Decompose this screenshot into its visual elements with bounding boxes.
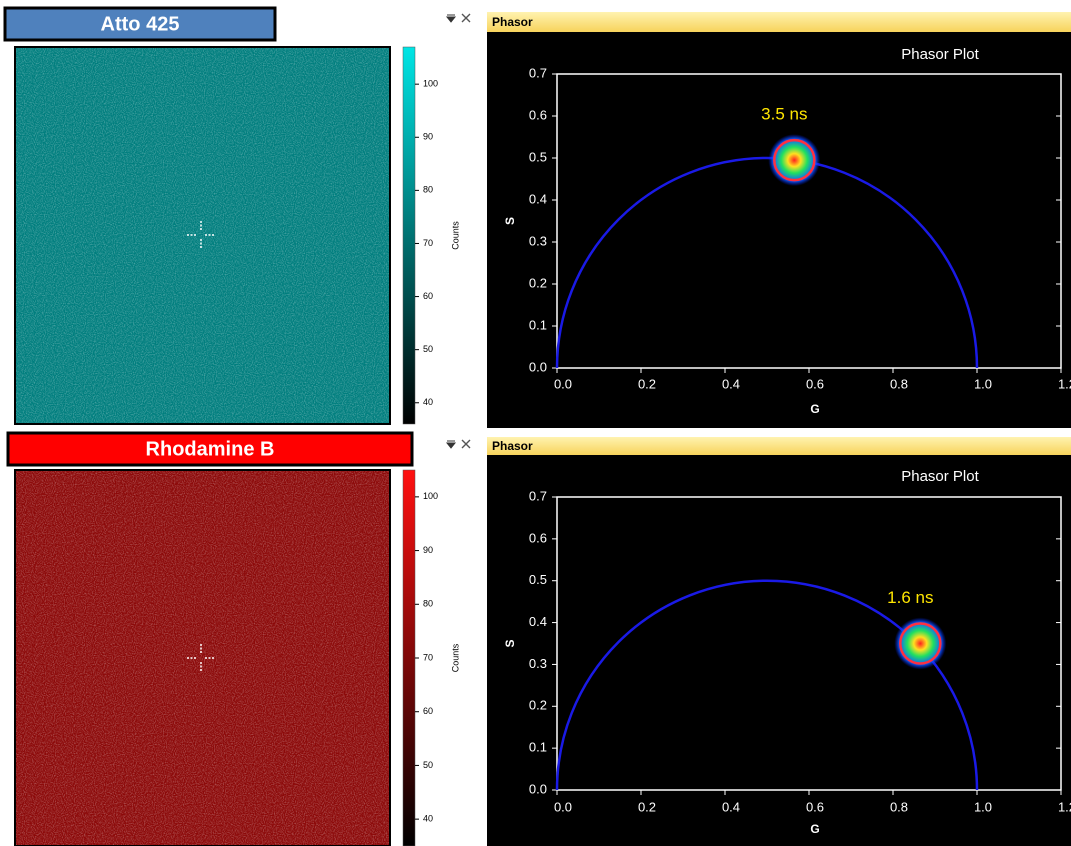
cluster-label: 1.6 ns xyxy=(887,588,933,607)
panel-label: Rhodamine B xyxy=(146,438,275,460)
y-tick-label: 0.4 xyxy=(529,191,547,206)
pin-icon[interactable] xyxy=(447,441,455,448)
y-axis-label: S xyxy=(503,639,517,647)
colorbar-tick-label: 60 xyxy=(423,706,433,716)
colorbar xyxy=(403,470,415,846)
colorbar-tick-label: 60 xyxy=(423,291,433,301)
image-noise xyxy=(15,470,390,846)
x-tick-label: 1.0 xyxy=(974,376,992,391)
y-tick-label: 0.7 xyxy=(529,65,547,80)
x-tick-label: 0.4 xyxy=(722,376,740,391)
colorbar-tick-label: 40 xyxy=(423,814,433,824)
colorbar-tick-label: 80 xyxy=(423,599,433,609)
image-noise xyxy=(15,47,390,424)
y-tick-label: 0.1 xyxy=(529,317,547,332)
plot-title: Phasor Plot xyxy=(901,468,979,485)
y-tick-label: 0.4 xyxy=(529,614,547,629)
y-tick-label: 0.5 xyxy=(529,149,547,164)
x-tick-label: 0.6 xyxy=(806,799,824,814)
panel-label: Atto 425 xyxy=(101,13,180,35)
x-tick-label: 0.4 xyxy=(722,799,740,814)
y-tick-label: 0.6 xyxy=(529,530,547,545)
x-axis-label: G xyxy=(810,402,819,416)
colorbar-tick-label: 40 xyxy=(423,397,433,407)
panel-header-title: Phasor xyxy=(492,15,533,29)
x-tick-label: 0.0 xyxy=(554,376,572,391)
y-tick-label: 0.3 xyxy=(529,656,547,671)
x-tick-label: 0.8 xyxy=(890,799,908,814)
colorbar-tick-label: 90 xyxy=(423,132,433,142)
colorbar-tick-label: 100 xyxy=(423,491,438,501)
colorbar-tick-label: 50 xyxy=(423,344,433,354)
plot-title: Phasor Plot xyxy=(901,46,979,63)
y-tick-label: 0.7 xyxy=(529,488,547,503)
colorbar-title: Counts xyxy=(450,221,460,250)
y-tick-label: 0.6 xyxy=(529,107,547,122)
cluster-cloud xyxy=(894,618,946,670)
colorbar xyxy=(403,47,415,424)
colorbar-tick-label: 100 xyxy=(423,79,438,89)
colorbar-title: Counts xyxy=(450,643,460,672)
y-tick-label: 0.0 xyxy=(529,359,547,374)
y-tick-label: 0.2 xyxy=(529,698,547,713)
y-tick-label: 0.5 xyxy=(529,572,547,587)
colorbar-tick-label: 90 xyxy=(423,545,433,555)
pin-icon[interactable] xyxy=(447,15,455,22)
y-tick-label: 0.3 xyxy=(529,233,547,248)
x-tick-label: 1.2 xyxy=(1058,376,1071,391)
panel-header xyxy=(487,437,1071,455)
plot-background xyxy=(487,455,1071,846)
colorbar-tick-label: 70 xyxy=(423,652,433,662)
x-tick-label: 0.6 xyxy=(806,376,824,391)
colorbar-tick-label: 80 xyxy=(423,185,433,195)
x-tick-label: 0.0 xyxy=(554,799,572,814)
close-icon[interactable] xyxy=(462,440,470,448)
x-tick-label: 1.0 xyxy=(974,799,992,814)
x-axis-label: G xyxy=(810,822,819,836)
panel-header-title: Phasor xyxy=(492,439,533,453)
y-axis-label: S xyxy=(503,217,517,225)
colorbar-tick-label: 70 xyxy=(423,238,433,248)
y-tick-label: 0.1 xyxy=(529,740,547,755)
x-tick-label: 0.8 xyxy=(890,376,908,391)
x-tick-label: 1.2 xyxy=(1058,799,1071,814)
panel-header xyxy=(487,12,1071,32)
y-tick-label: 0.2 xyxy=(529,275,547,290)
cluster-cloud xyxy=(768,134,820,186)
y-tick-label: 0.0 xyxy=(529,781,547,796)
x-tick-label: 0.2 xyxy=(638,799,656,814)
cluster-label: 3.5 ns xyxy=(761,105,807,124)
screen: Atto 425 40 50 60 70 80 90 100 Counts Phasor Phaso… xyxy=(0,0,1071,846)
x-tick-label: 0.2 xyxy=(638,376,656,391)
colorbar-tick-label: 50 xyxy=(423,760,433,770)
close-icon[interactable] xyxy=(462,14,470,22)
